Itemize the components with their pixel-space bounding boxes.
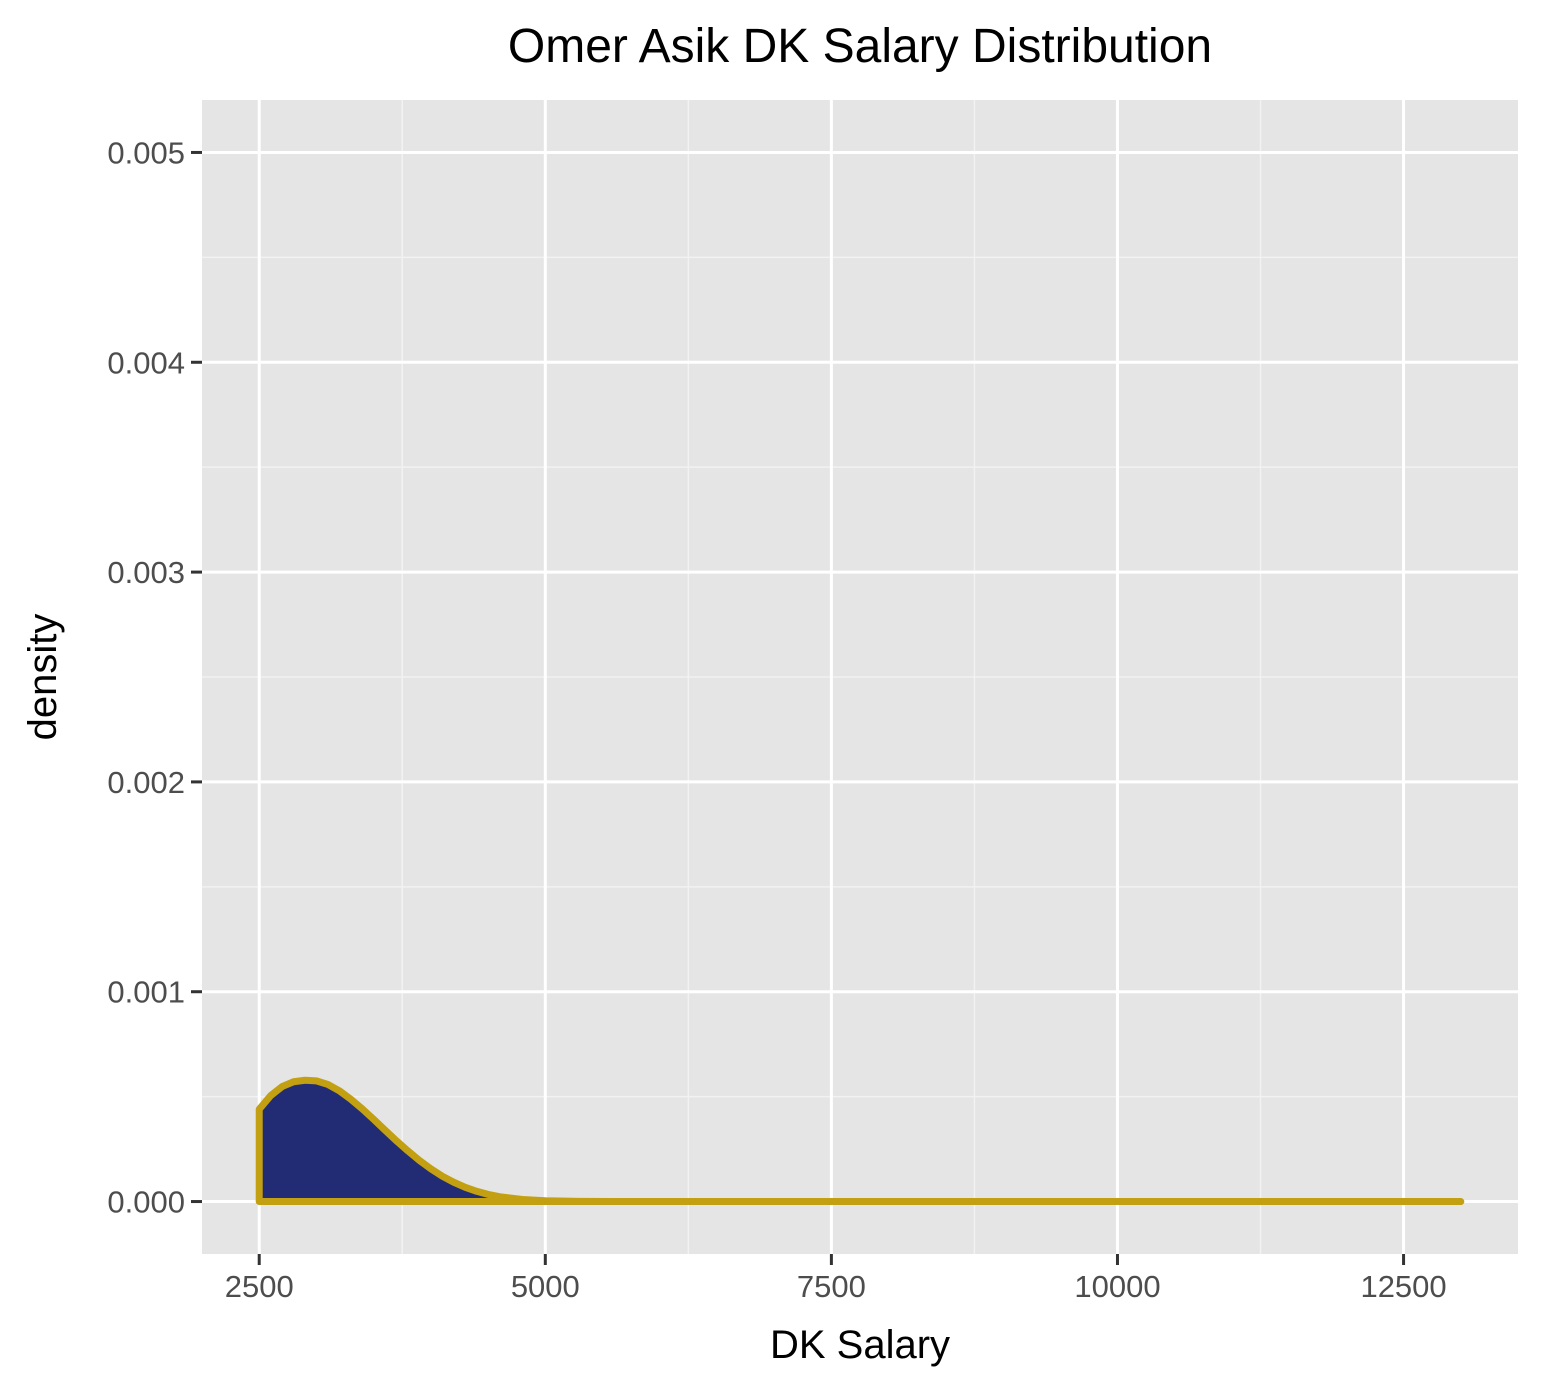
chart-title: Omer Asik DK Salary Distribution [508,20,1212,73]
x-axis-title: DK Salary [770,1323,950,1367]
x-tick-label: 12500 [1360,1269,1446,1304]
y-axis: 0.000 0.001 0.002 0.003 0.004 0.005 [107,135,202,1220]
x-tick-label: 10000 [1074,1269,1160,1304]
minor-gridlines [202,100,1518,1254]
y-tick-label: 0.005 [107,135,185,170]
x-tick-label: 2500 [225,1269,294,1304]
y-tick-label: 0.000 [107,1185,185,1220]
y-axis-title: density [21,614,65,741]
x-axis: 2500 5000 7500 10000 12500 [225,1254,1447,1304]
density-line [255,1076,1465,1206]
y-tick-label: 0.002 [107,765,185,800]
x-tick-label: 5000 [511,1269,580,1304]
y-tick-label: 0.003 [107,555,185,590]
x-tick-label: 7500 [797,1269,866,1304]
y-tick-label: 0.001 [107,975,185,1010]
density-area [259,1080,1461,1202]
y-tick-label: 0.004 [107,345,185,380]
